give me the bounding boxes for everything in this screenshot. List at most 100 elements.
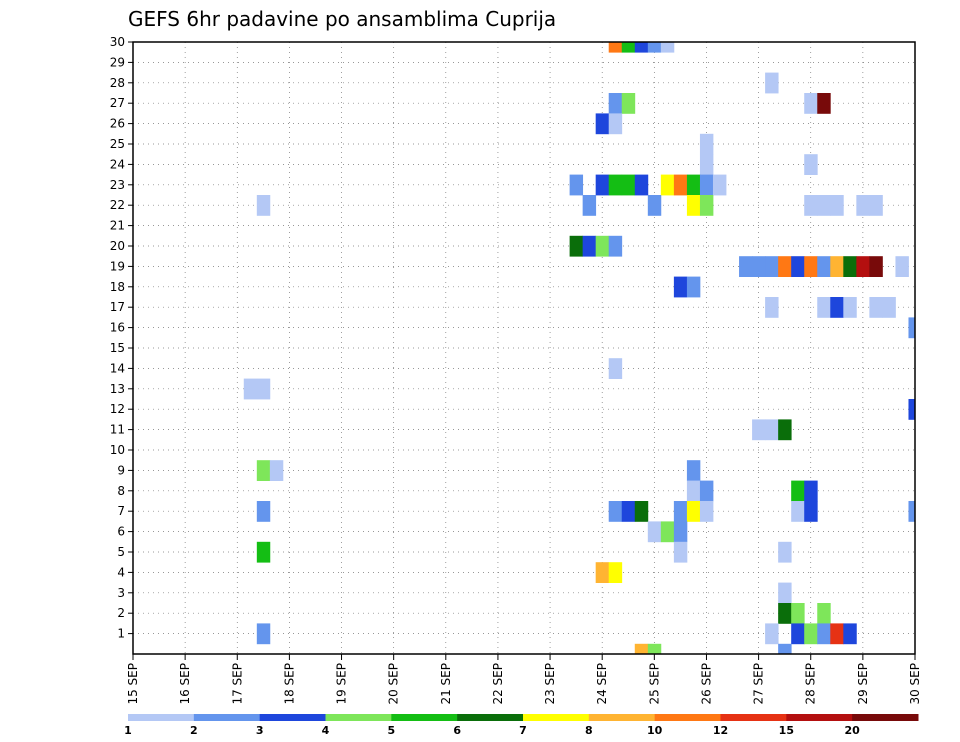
x-tick-label: 21 SEP	[439, 663, 453, 705]
heatmap-cell	[686, 460, 701, 481]
legend-label: 4	[322, 724, 330, 737]
y-tick-label: 7	[117, 504, 125, 518]
heatmap-cell	[256, 623, 271, 645]
legend-label: 15	[779, 724, 794, 737]
y-tick-label: 5	[117, 545, 125, 559]
legend-label: 8	[585, 724, 593, 737]
heatmap-cell	[765, 623, 779, 645]
heatmap-cell	[269, 460, 284, 481]
y-tick-label: 30	[110, 35, 125, 49]
heatmap-cell	[699, 501, 714, 522]
legend-label: 12	[713, 724, 728, 737]
y-tick-label: 23	[110, 178, 125, 192]
heatmap-cell	[699, 195, 714, 216]
legend-label: 5	[388, 724, 396, 737]
legend-swatch	[852, 714, 919, 721]
legend: 1 2 3 4 5 6 7 8 10 12 15 20	[124, 714, 919, 737]
heatmap-cell	[647, 42, 662, 53]
legend-label: 10	[647, 724, 663, 737]
heatmap-cell	[608, 501, 623, 522]
y-tick-label: 8	[117, 484, 125, 498]
x-tick-label: 15 SEP	[126, 663, 140, 705]
heatmap-cell	[660, 42, 675, 53]
heatmap-cell	[804, 195, 818, 216]
legend-swatch	[259, 714, 326, 721]
heatmap-cell	[778, 582, 792, 604]
chart-title: GEFS 6hr padavine po ansamblima Cuprija	[128, 7, 556, 31]
heatmap-cell	[856, 195, 870, 216]
x-tick-label: 24 SEP	[595, 663, 609, 705]
heatmap-cell	[817, 195, 831, 216]
x-tick-label: 19 SEP	[335, 663, 349, 705]
heatmap-cell	[843, 297, 857, 318]
y-tick-label: 21	[110, 219, 125, 233]
heatmap-cell	[634, 42, 649, 53]
heatmap-cell	[582, 235, 597, 257]
y-tick-label: 15	[110, 341, 125, 355]
legend-swatch	[588, 714, 656, 721]
heatmap-cell	[817, 93, 831, 114]
heatmap-cell	[660, 174, 675, 196]
y-tick-label: 12	[110, 402, 125, 416]
heatmap-cell	[752, 419, 766, 441]
heatmap-cell	[699, 174, 714, 196]
x-tick-label: 27 SEP	[752, 663, 766, 705]
heatmap-cell	[673, 521, 688, 543]
heatmap-cell	[752, 256, 766, 277]
x-tick-label: 16 SEP	[178, 663, 192, 705]
y-tick-label: 28	[110, 76, 125, 90]
heatmap-cell	[608, 562, 623, 583]
y-tick-label: 18	[110, 280, 125, 294]
x-tick-label: 17 SEP	[230, 663, 244, 705]
y-tick-label: 22	[110, 198, 125, 212]
heatmap-cell	[791, 501, 805, 522]
legend-label: 20	[845, 724, 861, 737]
legend-label: 2	[190, 724, 198, 737]
y-tick-label: 9	[117, 463, 125, 477]
heatmap-cell	[673, 501, 688, 522]
heatmap-cell	[804, 501, 818, 522]
heatmap-cell	[765, 419, 779, 441]
heatmap-cell	[817, 603, 831, 624]
heatmap-cell	[686, 501, 701, 522]
legend-label: 7	[519, 724, 527, 737]
heatmap-cell	[804, 256, 818, 277]
grid	[133, 41, 915, 654]
x-tick-label: 22 SEP	[491, 663, 505, 705]
x-tick-label: 25 SEP	[647, 663, 661, 705]
x-tick-label: 30 SEP	[908, 663, 922, 705]
heatmap-cell	[621, 174, 636, 196]
legend-label: 1	[124, 724, 132, 737]
heatmap-cell	[660, 521, 675, 543]
heatmap-cell	[686, 480, 701, 502]
heatmap-cell	[686, 195, 701, 216]
heatmap-cell	[856, 256, 870, 277]
legend-label: 6	[453, 724, 461, 737]
heatmap-cell	[739, 256, 753, 277]
y-tick-label: 26	[110, 117, 125, 131]
heatmap-cell	[712, 174, 727, 196]
heatmap-cell	[830, 195, 844, 216]
heatmap-cell	[817, 297, 831, 318]
heatmap-cell	[686, 174, 701, 196]
heatmap-cell	[608, 93, 623, 114]
heatmap-cell	[869, 297, 883, 318]
heatmap-cell	[595, 113, 610, 135]
heatmap-cell	[647, 521, 662, 543]
heatmap-cell	[621, 501, 636, 522]
heatmap-cell	[804, 480, 818, 502]
y-tick-label: 2	[117, 606, 125, 620]
heatmap-cell	[699, 480, 714, 502]
legend-swatch	[523, 714, 590, 721]
y-tick-label: 20	[110, 239, 125, 253]
heatmap-cell	[608, 174, 623, 196]
heatmap-cell	[634, 174, 649, 196]
heatmap-cell	[647, 195, 662, 216]
heatmap-cell	[908, 399, 916, 420]
heatmap-cell	[686, 276, 701, 298]
legend-swatch	[720, 714, 787, 721]
y-tick-label: 17	[110, 300, 125, 314]
y-tick-label: 13	[110, 382, 125, 396]
heatmap-cell	[791, 623, 805, 645]
y-tick-label: 16	[110, 321, 125, 335]
